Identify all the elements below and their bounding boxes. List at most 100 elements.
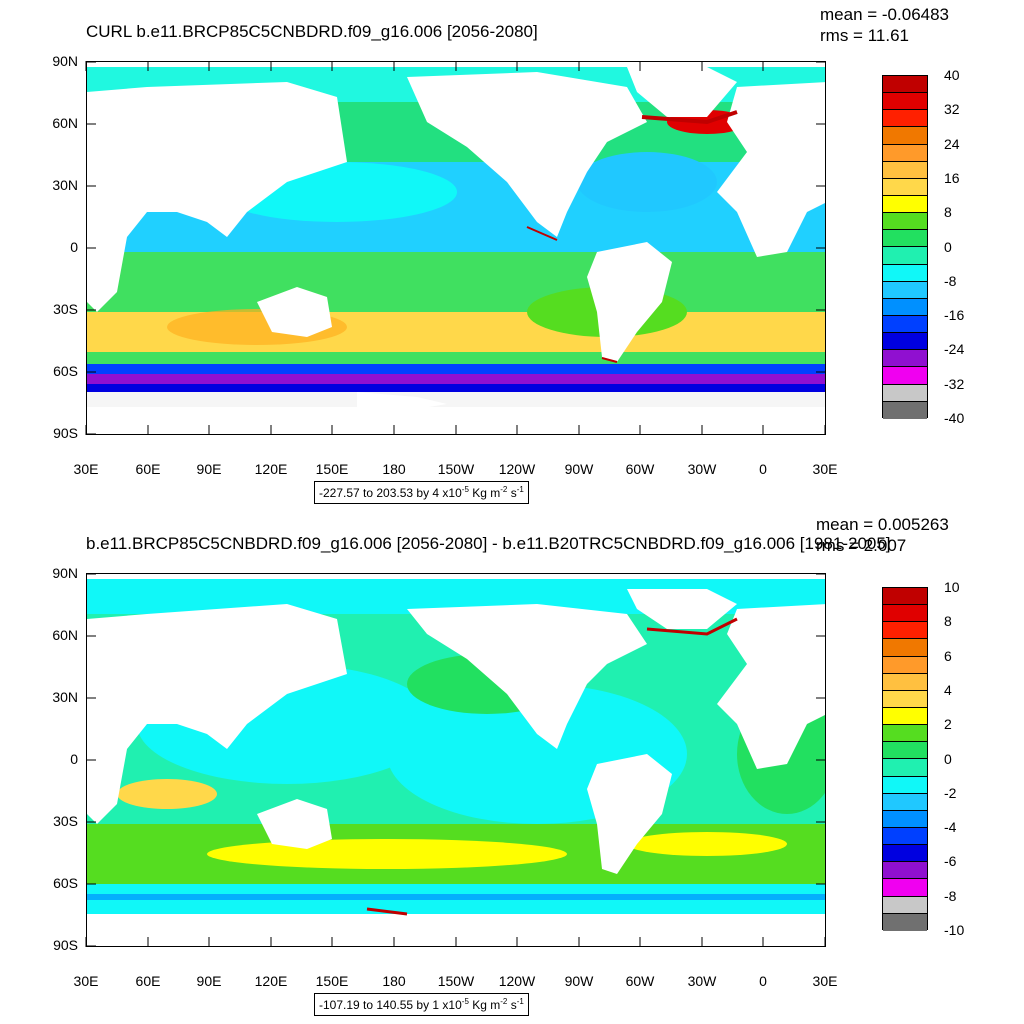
colorbar-cell	[883, 401, 927, 419]
lon-label: 0	[759, 973, 767, 989]
lat-label: 60N	[52, 627, 78, 643]
bottom-panel: b.e11.BRCP85C5CNBDRD.f09_g16.006 [2056-2…	[0, 512, 1024, 1024]
colorbar	[882, 75, 928, 419]
lat-label: 60S	[53, 875, 78, 891]
rms-value: rms = 2.007	[816, 536, 907, 555]
lon-label: 150E	[315, 461, 349, 477]
colorbar-cell	[883, 350, 927, 368]
colorbar-cell	[883, 673, 927, 691]
colorbar-label: 8	[944, 613, 952, 630]
colorbar-label: -24	[944, 341, 965, 358]
colorbar-label: 4	[944, 681, 952, 698]
lon-label: 0	[759, 461, 767, 477]
panel-title: CURL b.e11.BRCP85C5CNBDRD.f09_g16.006 [2…	[86, 22, 538, 41]
colorbar-cell	[883, 333, 927, 351]
colorbar-cell	[883, 793, 927, 811]
lon-label: 120E	[254, 973, 288, 989]
lon-label: 90E	[196, 973, 222, 989]
colorbar-cell	[883, 639, 927, 657]
colorbar-label: 32	[944, 101, 960, 118]
colorbar-cell	[883, 384, 927, 402]
colorbar-cell	[883, 93, 927, 111]
lat-label: 0	[70, 239, 78, 255]
colorbar-cell	[883, 247, 927, 265]
colorbar-cell	[883, 776, 927, 794]
lon-label: 30E	[812, 461, 838, 477]
colorbar-label: -2	[944, 784, 957, 801]
colorbar-label: 8	[944, 204, 952, 221]
colorbar-cell	[883, 879, 927, 897]
colorbar-label: 2	[944, 716, 952, 733]
colorbar-cell	[883, 862, 927, 880]
colorbar-cell	[883, 315, 927, 334]
colorbar-cell	[883, 656, 927, 674]
colorbar-cell	[883, 622, 927, 640]
lat-label: 30N	[52, 177, 78, 193]
lon-label: 180	[382, 973, 406, 989]
lon-label: 60W	[625, 973, 655, 989]
lon-label: 90E	[196, 461, 222, 477]
colorbar-cell	[883, 230, 927, 248]
colorbar-cell	[883, 896, 927, 914]
lat-label: 90S	[53, 937, 78, 953]
lon-label: 30E	[73, 973, 99, 989]
colorbar-cell	[883, 144, 927, 162]
lat-label: 90S	[53, 425, 78, 441]
lat-label: 90N	[52, 565, 78, 581]
lon-label: 120W	[498, 461, 536, 477]
colorbar-label: -8	[944, 887, 957, 904]
colorbar-label: -10	[944, 922, 965, 938]
colorbar-cell	[883, 707, 927, 726]
colorbar-label: -16	[944, 307, 965, 324]
colorbar-cell	[883, 264, 927, 282]
colorbar-label: 0	[944, 750, 952, 767]
lon-label: 150E	[315, 973, 349, 989]
lat-label: 30N	[52, 689, 78, 705]
lon-label: 90W	[564, 973, 594, 989]
colorbar-cell	[883, 298, 927, 316]
lon-label: 150W	[437, 461, 475, 477]
lat-label: 90N	[52, 53, 78, 69]
map-graphic	[87, 62, 825, 434]
colorbar-cell	[883, 367, 927, 385]
lon-label: 180	[382, 461, 406, 477]
colorbar-cell	[883, 605, 927, 623]
colorbar-cell	[883, 725, 927, 743]
lon-label: 120W	[498, 973, 536, 989]
lon-label: 30E	[73, 461, 99, 477]
colorbar-cell	[883, 810, 927, 828]
lat-label: 0	[70, 751, 78, 767]
colorbar-label: 16	[944, 169, 960, 186]
lon-label: 60E	[135, 973, 161, 989]
colorbar-label: -4	[944, 819, 957, 836]
colorbar-cell	[883, 588, 927, 606]
colorbar-label: 24	[944, 135, 960, 152]
panel-title: b.e11.BRCP85C5CNBDRD.f09_g16.006 [2056-2…	[86, 534, 891, 553]
colorbar-label: -8	[944, 272, 957, 289]
contour-info-box: -227.57 to 203.53 by 4 x10-5 Kg m-2 s-1	[314, 481, 529, 504]
colorbar-cell	[883, 281, 927, 299]
colorbar-label: 10	[944, 579, 960, 595]
colorbar-cell	[883, 827, 927, 846]
difference-map	[86, 573, 826, 947]
mean-value: mean = 0.005263	[816, 515, 949, 534]
colorbar-label: -40	[944, 410, 965, 426]
colorbar-cell	[883, 845, 927, 863]
colorbar-cell	[883, 213, 927, 231]
colorbar-cell	[883, 759, 927, 777]
lon-label: 30W	[687, 973, 717, 989]
colorbar-cell	[883, 110, 927, 128]
colorbar-cell	[883, 690, 927, 708]
contour-info-box: -107.19 to 140.55 by 1 x10-5 Kg m-2 s-1	[314, 993, 529, 1016]
colorbar-label: 0	[944, 238, 952, 255]
lon-label: 90W	[564, 461, 594, 477]
colorbar	[882, 587, 928, 931]
colorbar-cell	[883, 178, 927, 196]
lat-label: 30S	[53, 813, 78, 829]
lat-label: 60N	[52, 115, 78, 131]
colorbar-cell	[883, 161, 927, 179]
colorbar-label: 6	[944, 647, 952, 664]
colorbar-label: -32	[944, 375, 965, 392]
lon-label: 30W	[687, 461, 717, 477]
rms-value: rms = 11.61	[820, 26, 909, 45]
